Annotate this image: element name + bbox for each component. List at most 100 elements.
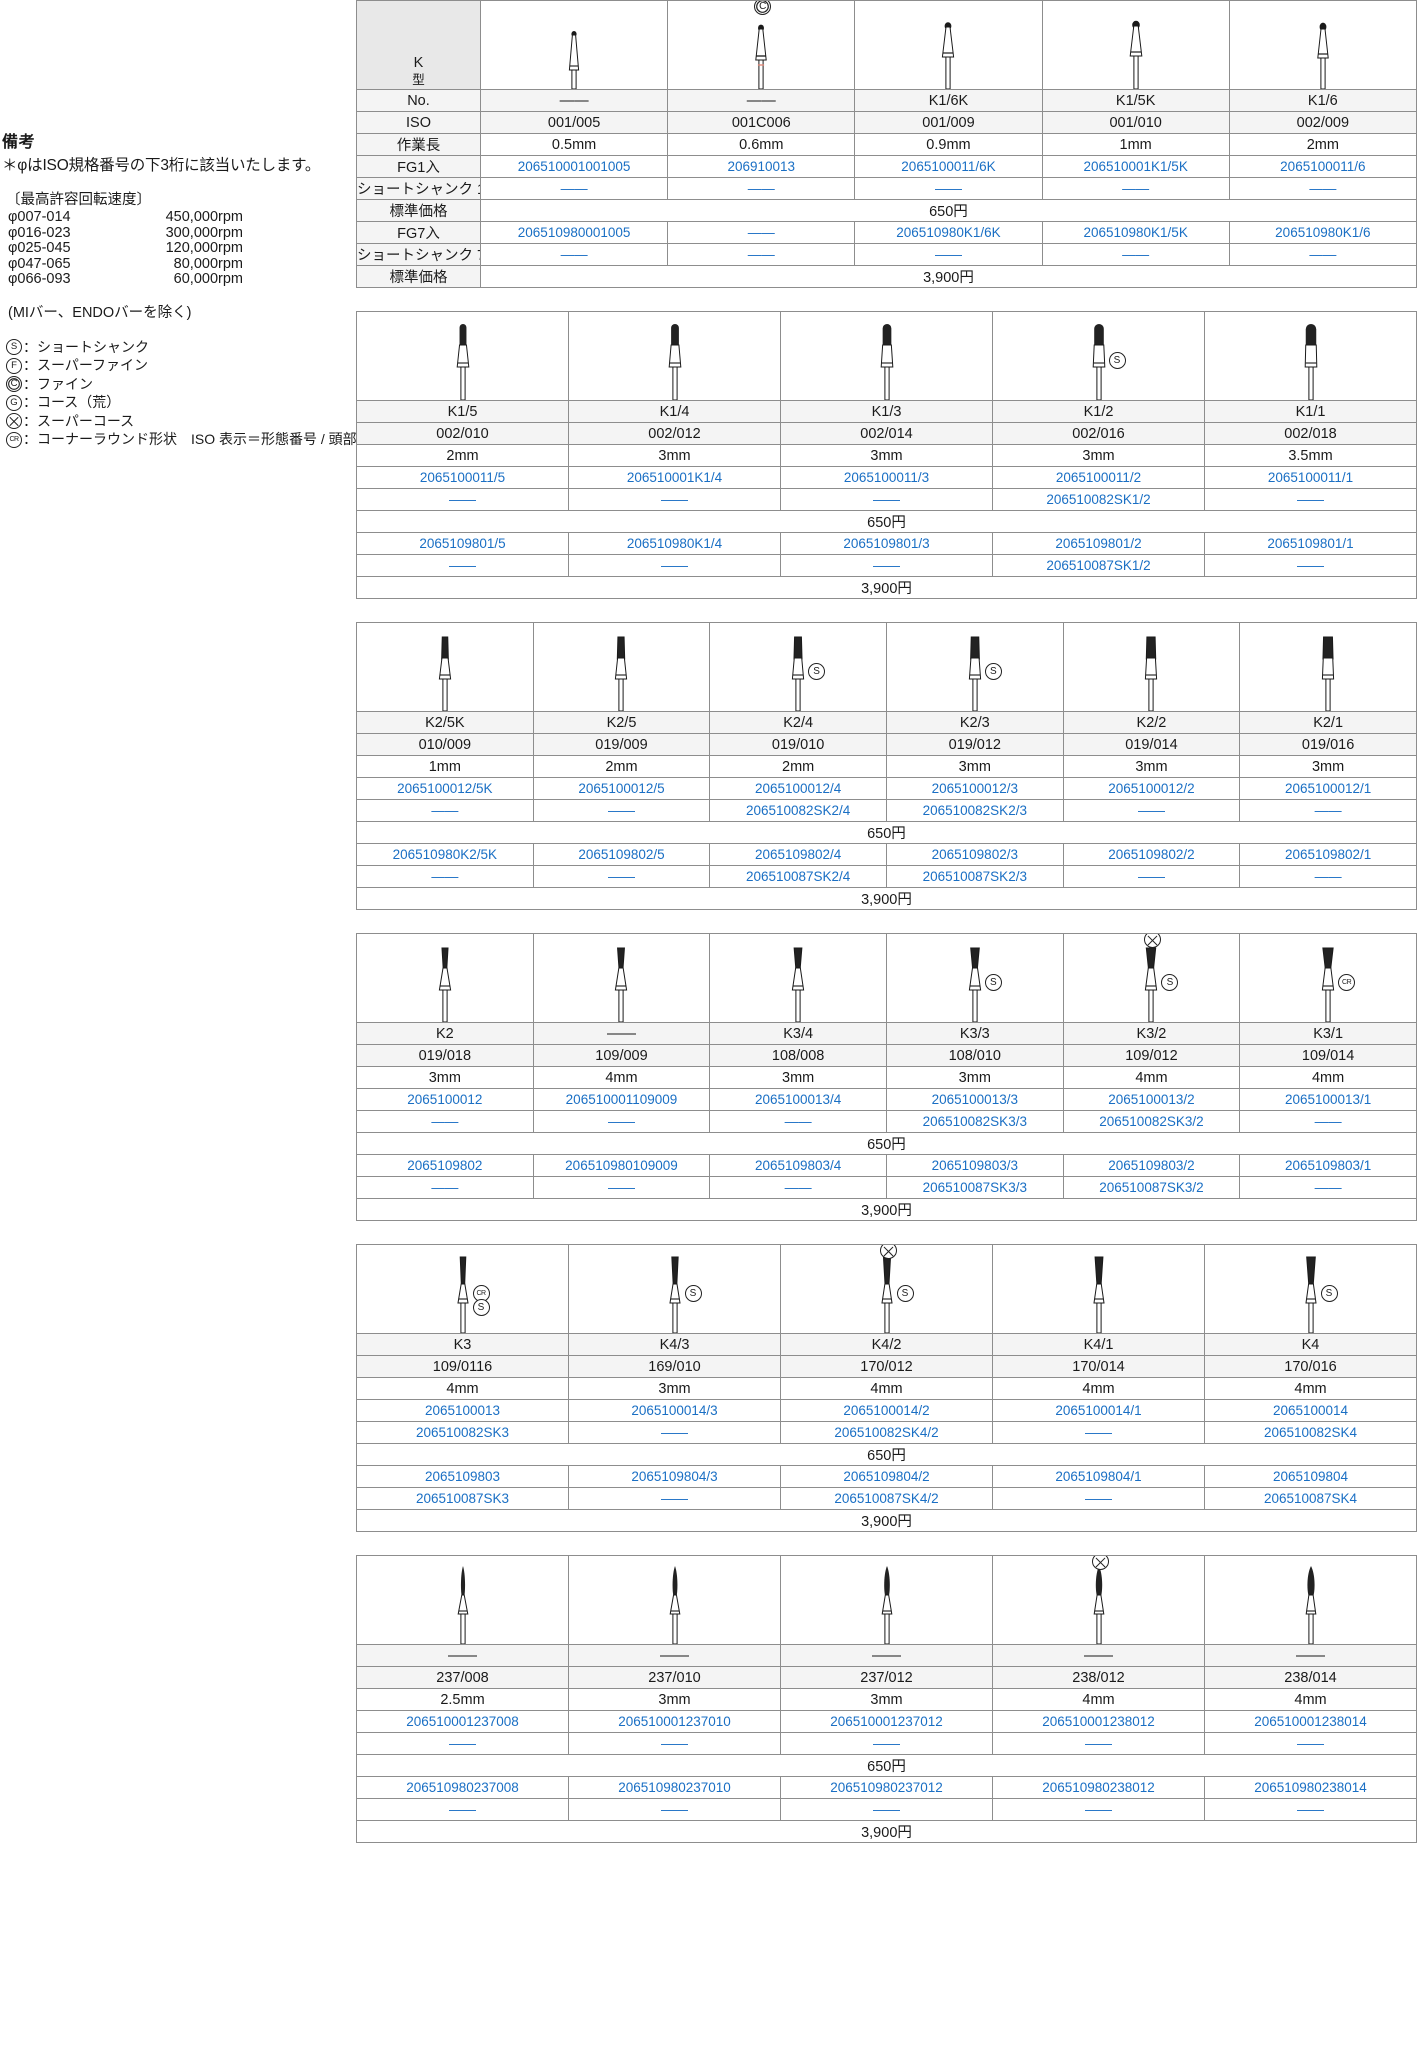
bur-short-shank-1-row-cell[interactable]: 206510082SK4/2 [780, 1421, 993, 1444]
bur-fg1-row-cell[interactable]: 2065100012/5K [356, 777, 534, 800]
bur-short-shank-7-row-cell[interactable]: —— [568, 1798, 781, 1821]
bur-short-shank-1-row-cell[interactable]: —— [568, 1421, 781, 1444]
bur-short-shank-7-row-cell[interactable]: —— [1228, 243, 1417, 266]
bur-short-shank-1-row-cell[interactable]: —— [1228, 177, 1417, 200]
bur-short-shank-1-row-cell[interactable]: 206510082SK2/4 [709, 799, 887, 822]
bur-fg1-row-cell[interactable]: 206510001237008 [356, 1710, 569, 1733]
bur-fg7-row-cell[interactable]: 2065109804/1 [992, 1465, 1205, 1488]
bur-short-shank-1-row-cell[interactable]: —— [532, 1110, 711, 1133]
bur-short-shank-7-row-cell[interactable]: —— [1041, 243, 1230, 266]
bur-fg7-row-cell[interactable]: 206510980237012 [780, 1776, 993, 1799]
bur-short-shank-1-row-cell[interactable]: —— [992, 1732, 1205, 1755]
bur-short-shank-1-row-cell[interactable]: —— [356, 799, 534, 822]
bur-short-shank-1-row-cell[interactable]: —— [709, 1110, 887, 1133]
bur-fg1-row-cell[interactable]: 2065100013/4 [709, 1088, 887, 1111]
bur-short-shank-1-row-cell[interactable]: 206510082SK3/2 [1062, 1110, 1241, 1133]
bur-short-shank-7-row-cell[interactable]: —— [1239, 1176, 1417, 1199]
bur-short-shank-7-row-cell[interactable]: —— [780, 1798, 993, 1821]
bur-fg1-row-cell[interactable]: 2065100012 [356, 1088, 534, 1111]
bur-short-shank-1-row-cell[interactable]: 206510082SK4 [1204, 1421, 1417, 1444]
bur-fg1-row-cell[interactable]: 2065100013 [356, 1399, 569, 1422]
bur-fg1-row-cell[interactable]: 2065100011/1 [1204, 466, 1417, 489]
bur-fg1-row-cell[interactable]: 2065100013/2 [1062, 1088, 1241, 1111]
bur-fg7-row-cell[interactable]: 2065109801/5 [356, 532, 569, 555]
bur-fg7-row-cell[interactable]: 206510980K1/6 [1228, 221, 1417, 244]
bur-short-shank-7-row-cell[interactable]: —— [992, 1798, 1205, 1821]
bur-fg1-row-cell[interactable]: 2065100012/1 [1239, 777, 1417, 800]
bur-fg7-row-cell[interactable]: 2065109803 [356, 1465, 569, 1488]
bur-fg1-row-cell[interactable]: 2065100012/5 [532, 777, 711, 800]
bur-fg1-row-cell[interactable]: 206510001238012 [992, 1710, 1205, 1733]
bur-fg1-row-cell[interactable]: 2065100012/3 [885, 777, 1064, 800]
bur-fg1-row-cell[interactable]: 2065100011/5 [356, 466, 569, 489]
bur-fg1-row-cell[interactable]: 2065100013/1 [1239, 1088, 1417, 1111]
bur-fg7-row-cell[interactable]: 2065109802/1 [1239, 843, 1417, 866]
bur-fg7-row-cell[interactable]: 206510980109009 [532, 1154, 711, 1177]
bur-short-shank-7-row-cell[interactable]: —— [356, 865, 534, 888]
bur-short-shank-1-row-cell[interactable]: —— [667, 177, 856, 200]
bur-short-shank-7-row-cell[interactable]: 206510087SK2/3 [885, 865, 1064, 888]
bur-fg1-row-cell[interactable]: 2065100013/3 [885, 1088, 1064, 1111]
bur-short-shank-1-row-cell[interactable]: —— [568, 1732, 781, 1755]
bur-short-shank-1-row-cell[interactable]: —— [1239, 799, 1417, 822]
bur-fg7-row-cell[interactable]: 206510980238014 [1204, 1776, 1417, 1799]
bur-short-shank-7-row-cell[interactable]: —— [667, 243, 856, 266]
bur-fg1-row-cell[interactable]: 206510001K1/5K [1041, 155, 1230, 178]
bur-fg7-row-cell[interactable]: 2065109802/2 [1062, 843, 1241, 866]
bur-short-shank-7-row-cell[interactable]: 206510087SK3 [356, 1487, 569, 1510]
bur-fg7-row-cell[interactable]: 2065109803/1 [1239, 1154, 1417, 1177]
bur-short-shank-7-row-cell[interactable]: 206510087SK1/2 [992, 554, 1205, 577]
bur-short-shank-7-row-cell[interactable]: —— [568, 1487, 781, 1510]
bur-short-shank-7-row-cell[interactable]: —— [479, 243, 669, 266]
bur-short-shank-1-row-cell[interactable]: —— [356, 488, 569, 511]
bur-fg1-row-cell[interactable]: 2065100014/2 [780, 1399, 993, 1422]
bur-short-shank-7-row-cell[interactable]: —— [1239, 865, 1417, 888]
bur-short-shank-1-row-cell[interactable]: —— [1041, 177, 1230, 200]
bur-fg7-row-cell[interactable]: 2065109802 [356, 1154, 534, 1177]
bur-short-shank-1-row-cell[interactable]: —— [479, 177, 669, 200]
bur-fg7-row-cell[interactable]: 2065109802/5 [532, 843, 711, 866]
bur-short-shank-1-row-cell[interactable]: —— [532, 799, 711, 822]
bur-short-shank-7-row-cell[interactable]: 206510087SK3/2 [1062, 1176, 1241, 1199]
bur-fg1-row-cell[interactable]: 2065100012/4 [709, 777, 887, 800]
bur-fg7-row-cell[interactable]: 2065109802/3 [885, 843, 1064, 866]
bur-short-shank-1-row-cell[interactable]: 206510082SK1/2 [992, 488, 1205, 511]
bur-fg7-row-cell[interactable]: 2065109804/2 [780, 1465, 993, 1488]
bur-short-shank-7-row-cell[interactable]: —— [568, 554, 781, 577]
bur-short-shank-1-row-cell[interactable]: —— [780, 488, 993, 511]
bur-fg7-row-cell[interactable]: 206510980237010 [568, 1776, 781, 1799]
bur-fg7-row-cell[interactable]: 206510980238012 [992, 1776, 1205, 1799]
bur-short-shank-7-row-cell[interactable]: 206510087SK4/2 [780, 1487, 993, 1510]
bur-fg7-row-cell[interactable]: 2065109804/3 [568, 1465, 781, 1488]
bur-short-shank-7-row-cell[interactable]: —— [1204, 1798, 1417, 1821]
bur-short-shank-1-row-cell[interactable]: 206510082SK3 [356, 1421, 569, 1444]
bur-short-shank-1-row-cell[interactable]: —— [356, 1732, 569, 1755]
bur-short-shank-7-row-cell[interactable]: —— [356, 1798, 569, 1821]
bur-fg1-row-cell[interactable]: 2065100014 [1204, 1399, 1417, 1422]
bur-short-shank-1-row-cell[interactable]: —— [992, 1421, 1205, 1444]
bur-fg7-row-cell[interactable]: 2065109801/3 [780, 532, 993, 555]
bur-fg1-row-cell[interactable]: 206510001001005 [479, 155, 669, 178]
bur-short-shank-1-row-cell[interactable]: —— [1204, 1732, 1417, 1755]
bur-short-shank-7-row-cell[interactable]: 206510087SK4 [1204, 1487, 1417, 1510]
bur-short-shank-1-row-cell[interactable]: 206510082SK3/3 [885, 1110, 1064, 1133]
bur-short-shank-1-row-cell[interactable]: —— [780, 1732, 993, 1755]
bur-short-shank-7-row-cell[interactable]: —— [356, 554, 569, 577]
bur-short-shank-1-row-cell[interactable]: —— [1062, 799, 1241, 822]
bur-fg7-row-cell[interactable]: 2065109804 [1204, 1465, 1417, 1488]
bur-fg1-row-cell[interactable]: 2065100011/6 [1228, 155, 1417, 178]
bur-fg7-row-cell[interactable]: 2065109802/4 [709, 843, 887, 866]
bur-fg7-row-cell[interactable]: 2065109803/3 [885, 1154, 1064, 1177]
bur-fg1-row-cell[interactable]: 206910013 [667, 155, 856, 178]
bur-fg7-row-cell[interactable]: 2065109801/1 [1204, 532, 1417, 555]
bur-fg7-row-cell[interactable]: 206510980K1/4 [568, 532, 781, 555]
bur-fg1-row-cell[interactable]: 206510001237010 [568, 1710, 781, 1733]
bur-fg7-row-cell[interactable]: 206510980001005 [479, 221, 669, 244]
bur-fg1-row-cell[interactable]: 206510001237012 [780, 1710, 993, 1733]
bur-short-shank-7-row-cell[interactable]: —— [1062, 865, 1241, 888]
bur-fg7-row-cell[interactable]: 2065109803/2 [1062, 1154, 1241, 1177]
bur-fg7-row-cell[interactable]: 206510980K1/5K [1041, 221, 1230, 244]
bur-short-shank-7-row-cell[interactable]: —— [1204, 554, 1417, 577]
bur-fg1-row-cell[interactable]: 2065100011/3 [780, 466, 993, 489]
bur-short-shank-7-row-cell[interactable]: —— [532, 865, 711, 888]
